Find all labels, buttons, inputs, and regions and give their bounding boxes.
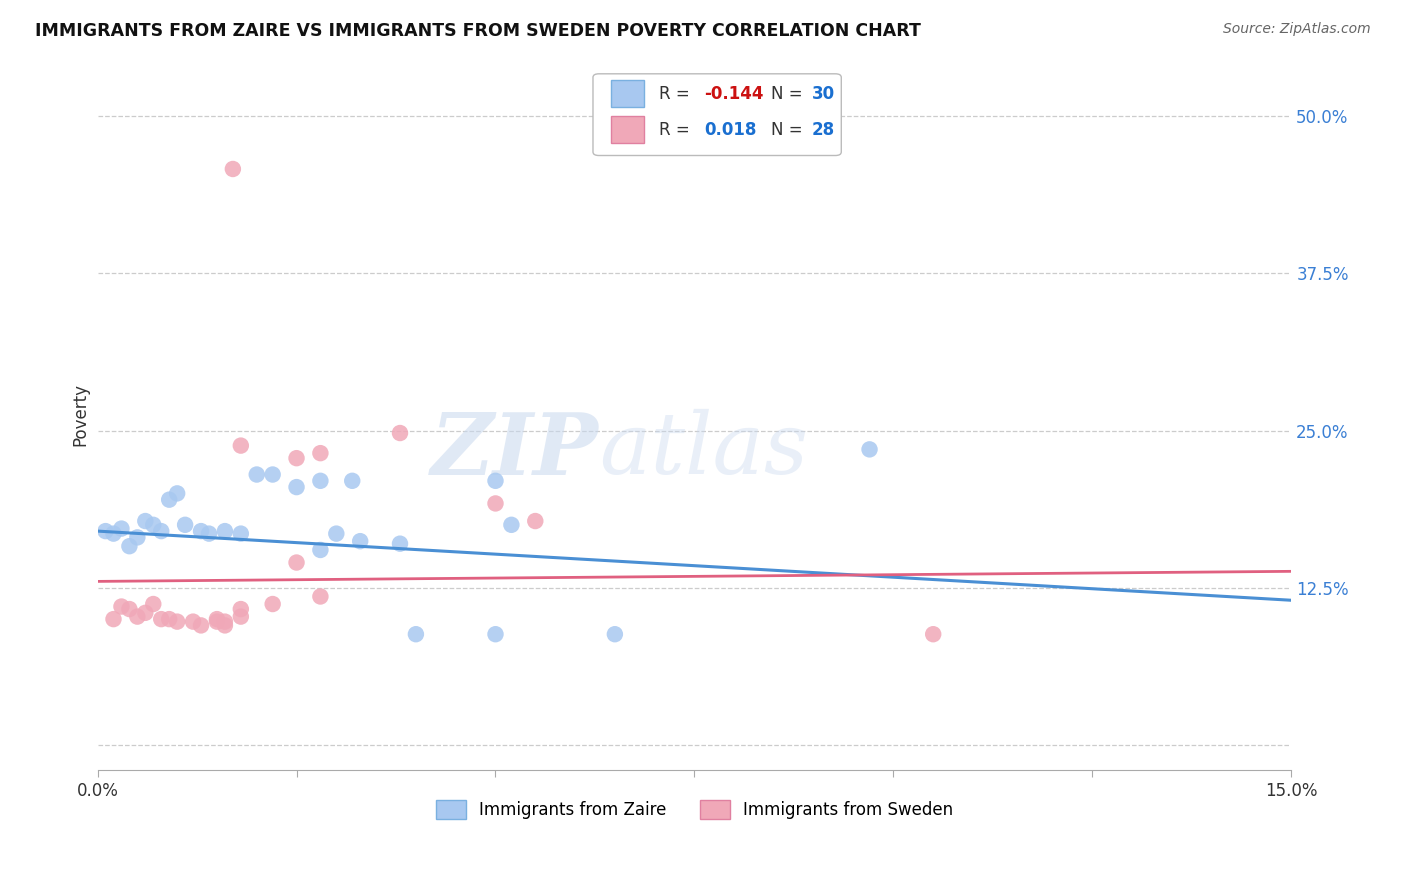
Point — [285, 451, 308, 466]
Text: -0.144: -0.144 — [704, 85, 763, 103]
Text: Source: ZipAtlas.com: Source: ZipAtlas.com — [1223, 22, 1371, 37]
Point — [205, 612, 228, 626]
Point — [166, 486, 188, 500]
Point — [205, 615, 228, 629]
Text: IMMIGRANTS FROM ZAIRE VS IMMIGRANTS FROM SWEDEN POVERTY CORRELATION CHART: IMMIGRANTS FROM ZAIRE VS IMMIGRANTS FROM… — [35, 22, 921, 40]
Point — [922, 627, 945, 641]
Text: N =: N = — [770, 85, 807, 103]
Point — [134, 606, 156, 620]
Point — [229, 609, 252, 624]
Point — [229, 526, 252, 541]
Point — [190, 524, 212, 538]
FancyBboxPatch shape — [593, 74, 841, 155]
Point — [214, 618, 236, 632]
Point — [246, 467, 269, 482]
Point — [181, 615, 204, 629]
Point — [524, 514, 547, 528]
Point — [214, 524, 236, 538]
Point — [349, 534, 371, 549]
Point — [222, 161, 245, 176]
Text: atlas: atlas — [599, 409, 808, 491]
Point — [484, 627, 506, 641]
Point — [150, 524, 173, 538]
Point — [127, 530, 149, 544]
Y-axis label: Poverty: Poverty — [72, 384, 89, 446]
Point — [190, 618, 212, 632]
Point — [342, 474, 364, 488]
Point — [103, 526, 125, 541]
Point — [103, 612, 125, 626]
Point — [198, 526, 221, 541]
Point — [110, 522, 132, 536]
Point — [603, 627, 626, 641]
Point — [405, 627, 427, 641]
Point — [285, 556, 308, 570]
Legend: Immigrants from Zaire, Immigrants from Sweden: Immigrants from Zaire, Immigrants from S… — [429, 793, 960, 826]
Point — [858, 442, 880, 457]
Point — [157, 612, 180, 626]
Text: 30: 30 — [811, 85, 835, 103]
Point — [229, 439, 252, 453]
Point — [174, 517, 197, 532]
Point — [166, 615, 188, 629]
Point — [262, 597, 284, 611]
Point — [94, 524, 117, 538]
Point — [118, 602, 141, 616]
Point — [309, 446, 332, 460]
Text: 0.018: 0.018 — [704, 120, 756, 138]
Text: N =: N = — [770, 120, 807, 138]
Point — [118, 539, 141, 553]
Point — [157, 492, 180, 507]
Point — [309, 474, 332, 488]
Point — [388, 425, 411, 440]
Text: R =: R = — [658, 85, 695, 103]
Point — [110, 599, 132, 614]
FancyBboxPatch shape — [610, 116, 644, 143]
Text: ZIP: ZIP — [432, 409, 599, 492]
Point — [388, 537, 411, 551]
Point — [262, 467, 284, 482]
Point — [134, 514, 156, 528]
Point — [285, 480, 308, 494]
Point — [309, 543, 332, 558]
Point — [484, 474, 506, 488]
Point — [309, 590, 332, 604]
Text: R =: R = — [658, 120, 695, 138]
Point — [229, 602, 252, 616]
Point — [142, 517, 165, 532]
Point — [484, 496, 506, 510]
Point — [501, 517, 523, 532]
Point — [325, 526, 347, 541]
Point — [127, 609, 149, 624]
Point — [214, 615, 236, 629]
Point — [142, 597, 165, 611]
FancyBboxPatch shape — [610, 80, 644, 107]
Point — [150, 612, 173, 626]
Text: 28: 28 — [811, 120, 835, 138]
